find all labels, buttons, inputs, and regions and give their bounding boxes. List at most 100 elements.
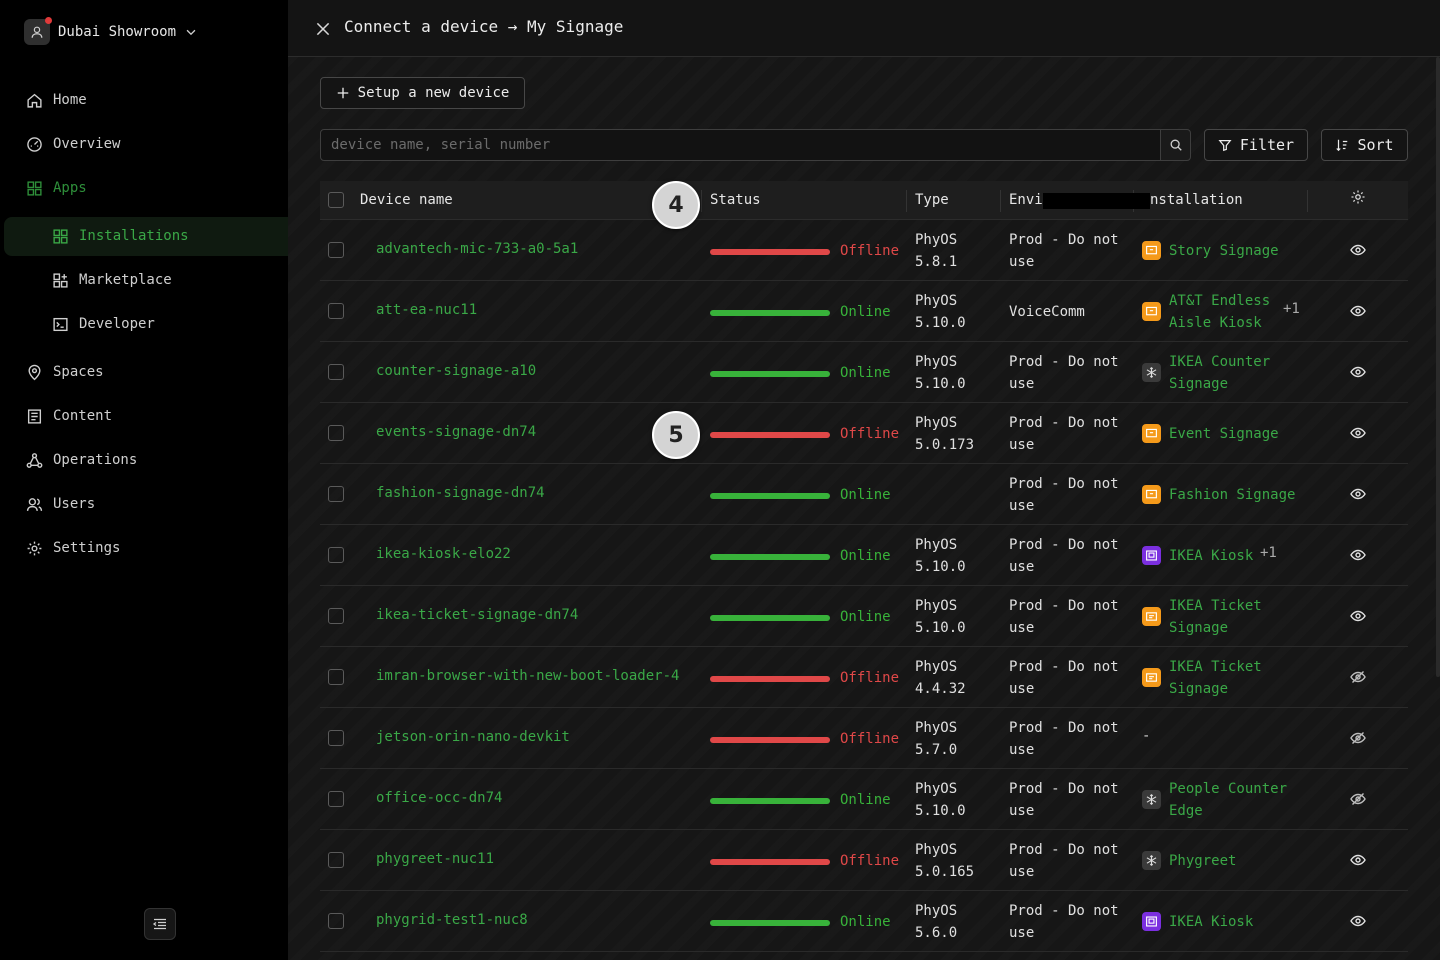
installation-link[interactable]: IKEA Ticket Signage — [1169, 595, 1299, 639]
eye-icon[interactable] — [1350, 547, 1366, 563]
device-name-link[interactable]: events-signage-dn74 — [376, 424, 537, 440]
nav-apps[interactable]: Apps — [26, 176, 87, 200]
eye-icon[interactable] — [1350, 425, 1366, 441]
eye-icon[interactable] — [1350, 608, 1366, 624]
extra-installations-count[interactable]: +1 — [1260, 545, 1277, 561]
device-name-link[interactable]: ikea-kiosk-elo22 — [376, 546, 511, 562]
env-line-1: VoiceComm — [1009, 304, 1085, 320]
installation-link[interactable]: Event Signage — [1169, 423, 1299, 445]
installation-link[interactable]: IKEA Kiosk — [1169, 911, 1299, 933]
nav-developer[interactable]: Developer — [52, 312, 155, 336]
header-environment[interactable]: Envi — [1009, 192, 1043, 208]
table-row[interactable]: imran-browser-with-new-boot-loader-4 Offl… — [320, 647, 1408, 708]
org-switcher[interactable]: Dubai Showroom — [24, 17, 198, 45]
table-row[interactable]: jetson-orin-nano-devkit Offline PhyOS 5.7.0… — [320, 708, 1408, 769]
eye-icon[interactable] — [1350, 242, 1366, 258]
row-checkbox[interactable] — [328, 608, 344, 624]
installation-line-2: Signage — [1169, 681, 1229, 697]
installation-line-2: Aisle Kiosk — [1169, 315, 1262, 331]
select-all-checkbox[interactable] — [328, 192, 344, 208]
installation-link[interactable]: Phygreet — [1169, 850, 1299, 872]
table-row[interactable]: phygrid-test1-nuc8 Online PhyOS 5.6.0 Prod -… — [320, 891, 1408, 952]
row-checkbox[interactable] — [328, 425, 344, 441]
search-input[interactable] — [320, 129, 1161, 161]
nav-marketplace[interactable]: Marketplace — [52, 268, 172, 292]
eye-off-icon[interactable] — [1350, 791, 1366, 807]
column-divider[interactable] — [1307, 190, 1308, 212]
row-checkbox[interactable] — [328, 791, 344, 807]
device-name-link[interactable]: imran-browser-with-new-boot-loader-4 — [376, 668, 680, 684]
header-installation[interactable]: nstallation — [1150, 192, 1243, 208]
device-name-link[interactable]: phygrid-test1-nuc8 — [376, 912, 528, 928]
eye-icon[interactable] — [1350, 303, 1366, 319]
installation-link[interactable]: Fashion Signage — [1169, 484, 1299, 506]
status-bar — [710, 554, 830, 560]
device-name-link[interactable]: ikea-ticket-signage-dn74 — [376, 607, 579, 623]
table-row[interactable]: office-occ-dn74 Online PhyOS 5.10.0 Prod - D… — [320, 769, 1408, 830]
installation-link[interactable]: People Counter Edge — [1169, 778, 1299, 822]
column-divider[interactable] — [1000, 190, 1001, 212]
device-name-link[interactable]: att-ea-nuc11 — [376, 302, 478, 318]
eye-icon[interactable] — [1350, 486, 1366, 502]
setup-new-device-button[interactable]: Setup a new device — [320, 77, 525, 109]
row-checkbox[interactable] — [328, 364, 344, 380]
env-line-2: use — [1009, 437, 1035, 453]
row-checkbox[interactable] — [328, 913, 344, 929]
eye-icon[interactable] — [1350, 364, 1366, 380]
installation-link[interactable]: IKEA Kiosk — [1169, 545, 1299, 567]
filter-button[interactable]: Filter — [1204, 129, 1308, 161]
row-checkbox[interactable] — [328, 547, 344, 563]
nav-content[interactable]: Content — [26, 404, 112, 428]
eye-icon[interactable] — [1350, 913, 1366, 929]
installation-link[interactable]: Story Signage — [1169, 240, 1299, 262]
row-checkbox[interactable] — [328, 486, 344, 502]
device-name-link[interactable]: fashion-signage-dn74 — [376, 485, 545, 501]
installation-link[interactable]: AT&T Endless Aisle Kiosk — [1169, 290, 1299, 334]
header-status[interactable]: Status — [710, 192, 761, 208]
nav-home[interactable]: Home — [26, 88, 87, 112]
nav-spaces[interactable]: Spaces — [26, 360, 104, 384]
table-row[interactable]: events-signage-dn74 Offline PhyOS 5.0.173 Pr… — [320, 403, 1408, 464]
row-checkbox[interactable] — [328, 852, 344, 868]
table-row[interactable]: phygreet-nuc11 Offline PhyOS 5.0.165 Prod - … — [320, 830, 1408, 891]
header-device-name[interactable]: Device name — [360, 192, 453, 208]
column-settings-icon[interactable] — [1350, 189, 1366, 205]
row-checkbox[interactable] — [328, 242, 344, 258]
table-row[interactable]: counter-signage-a10 Online PhyOS 5.10.0 Prod… — [320, 342, 1408, 403]
installation-link[interactable]: IKEA Ticket Signage — [1169, 656, 1299, 700]
row-checkbox[interactable] — [328, 730, 344, 746]
nav-operations[interactable]: Operations — [26, 448, 137, 472]
eye-off-icon[interactable] — [1350, 669, 1366, 685]
table-row[interactable]: advantech-mic-733-a0-5a1 Offline PhyOS 5.8.… — [320, 220, 1408, 281]
nav-settings[interactable]: Settings — [26, 536, 120, 560]
column-divider[interactable] — [906, 190, 907, 212]
collapse-sidebar-button[interactable] — [144, 908, 176, 940]
type-os: PhyOS — [915, 903, 958, 919]
device-name-link[interactable]: office-occ-dn74 — [376, 790, 503, 806]
table-row[interactable]: ikea-ticket-signage-dn74 Online PhyOS 5.10.… — [320, 586, 1408, 647]
nav-users[interactable]: Users — [26, 492, 95, 516]
scrollbar[interactable] — [1436, 57, 1440, 677]
column-divider[interactable] — [701, 190, 702, 212]
eye-icon[interactable] — [1350, 852, 1366, 868]
table-row[interactable]: fashion-signage-dn74 Online Prod - Do not u… — [320, 464, 1408, 525]
row-checkbox[interactable] — [328, 669, 344, 685]
table-row[interactable]: ikea-kiosk-elo22 Online PhyOS 5.10.0 Prod - … — [320, 525, 1408, 586]
device-name-link[interactable]: phygreet-nuc11 — [376, 851, 495, 867]
nav-installations[interactable]: Installations — [52, 224, 189, 248]
row-checkbox[interactable] — [328, 303, 344, 319]
search-button[interactable] — [1160, 129, 1191, 161]
header-type[interactable]: Type — [915, 192, 949, 208]
extra-installations-count[interactable]: +1 — [1283, 301, 1300, 317]
device-name-link[interactable]: jetson-orin-nano-devkit — [376, 729, 570, 745]
installation-link[interactable]: IKEA Counter Signage — [1169, 351, 1299, 395]
device-name-link[interactable]: counter-signage-a10 — [376, 363, 537, 379]
close-icon[interactable] — [314, 20, 332, 38]
nav-overview[interactable]: Overview — [26, 132, 120, 156]
eye-off-icon[interactable] — [1350, 730, 1366, 746]
sort-button[interactable]: Sort — [1321, 129, 1408, 161]
status-bar — [710, 249, 830, 255]
device-name-link[interactable]: advantech-mic-733-a0-5a1 — [376, 241, 579, 257]
table-row[interactable]: att-ea-nuc11 Online PhyOS 5.10.0 VoiceComm AT… — [320, 281, 1408, 342]
panel-header: Connect a device → My Signage — [288, 0, 1440, 57]
